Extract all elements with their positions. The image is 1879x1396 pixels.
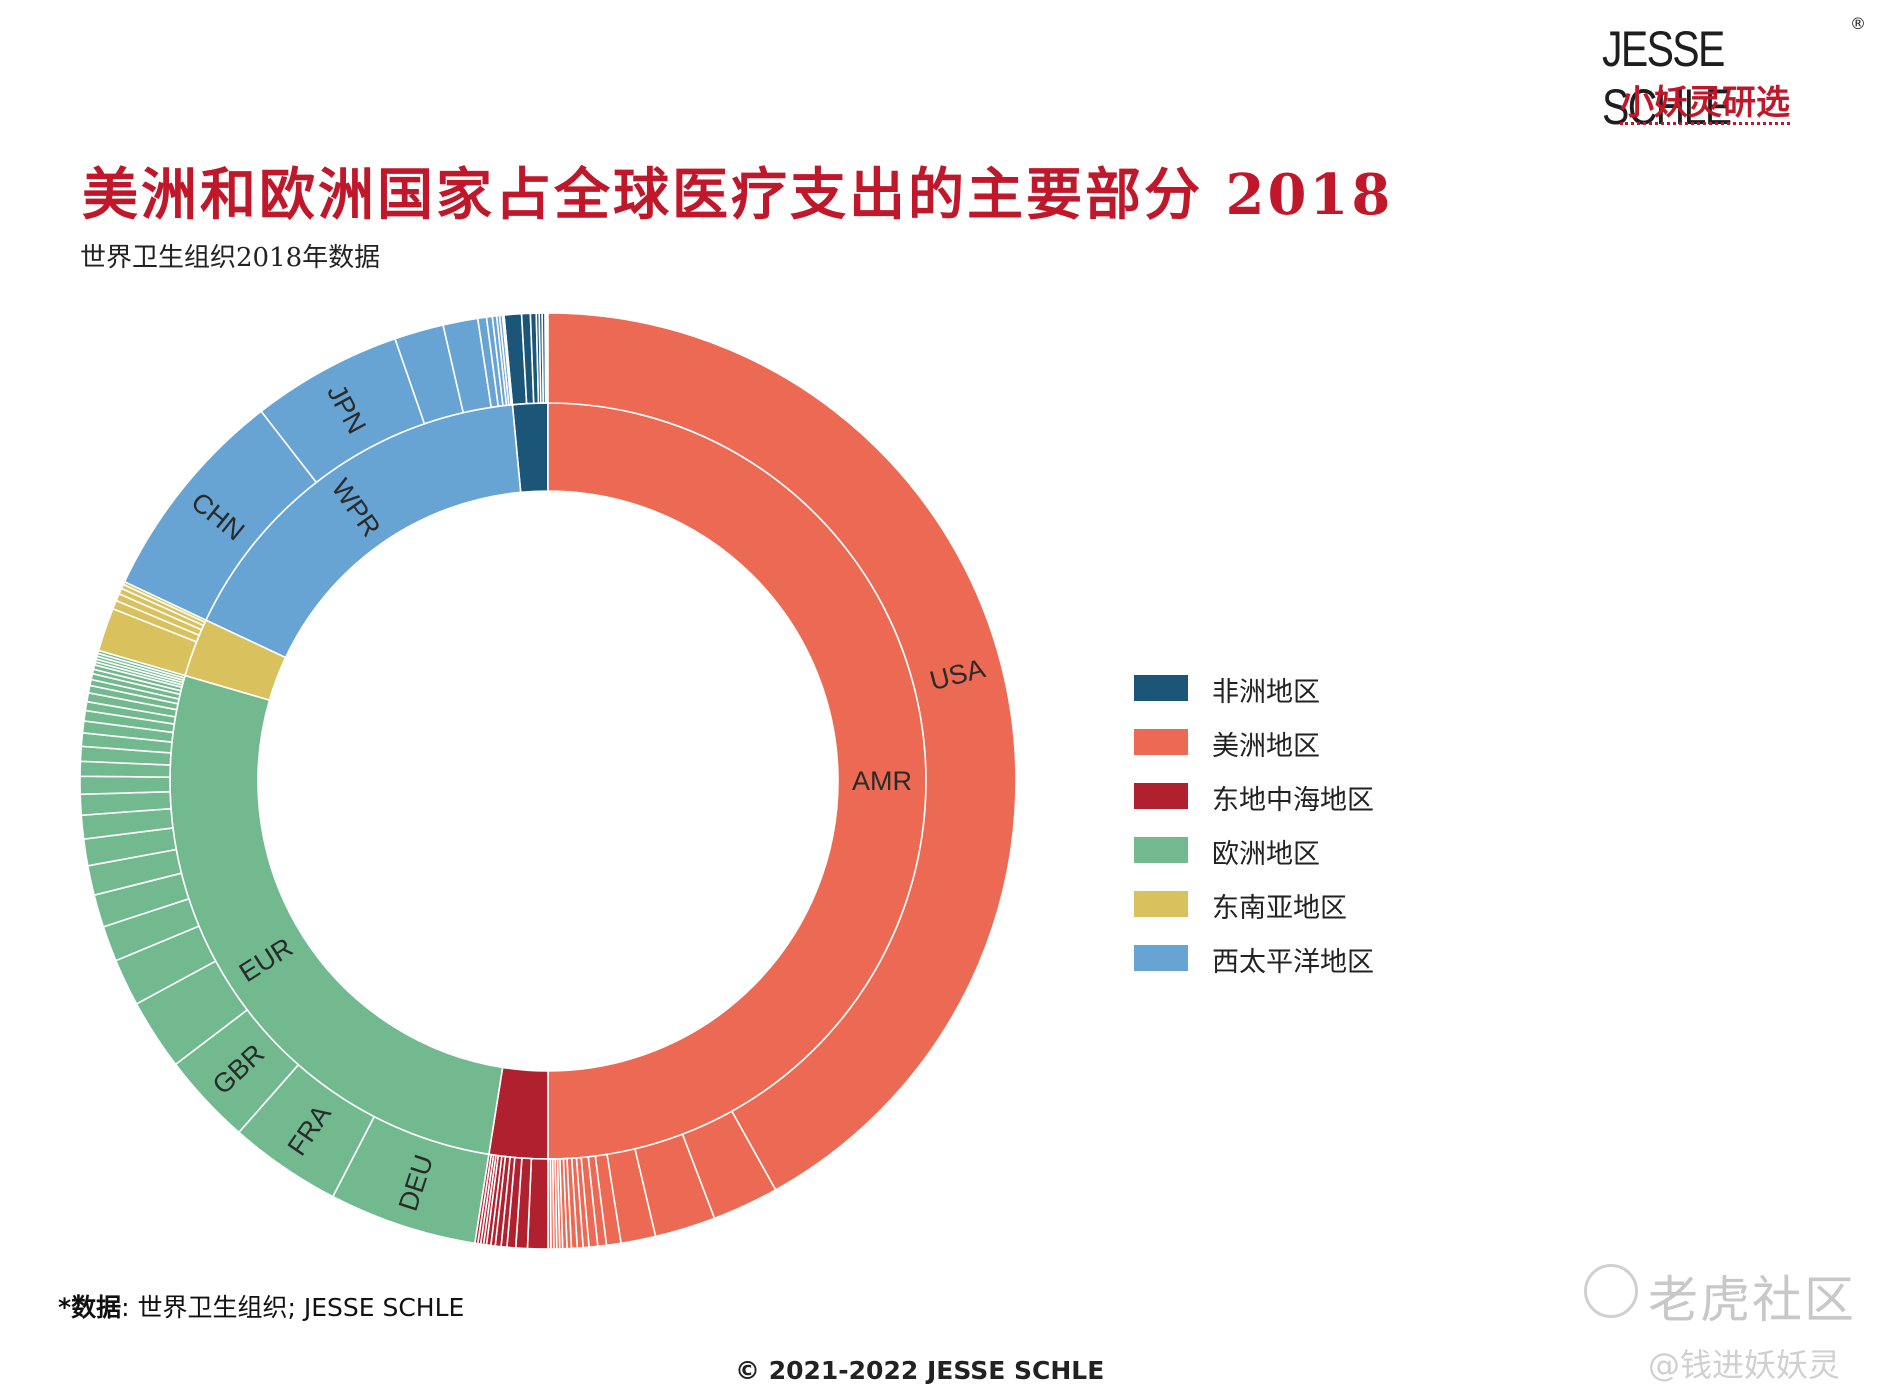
legend-swatch	[1134, 729, 1188, 755]
legend-label: 西太平洋地区	[1212, 947, 1374, 978]
source-text: : 世界卫生组织; JESSE SCHLE	[121, 1293, 465, 1322]
outer-segment	[547, 312, 1017, 1192]
registered-mark: ®	[1850, 14, 1866, 33]
data-source: *数据: 世界卫生组织; JESSE SCHLE	[58, 1288, 464, 1324]
legend-swatch	[1134, 891, 1188, 917]
brand-logo: JESSE SCHLE	[1602, 21, 1732, 135]
legend-swatch	[1134, 783, 1188, 809]
source-key: *数据	[58, 1293, 122, 1322]
legend-label: 东南亚地区	[1212, 893, 1347, 924]
outer-segment	[501, 314, 514, 406]
chart-title: 美洲和欧洲国家占全球医疗支出的主要部分 2018	[82, 162, 1394, 228]
inner-label-amr: AMR	[852, 766, 912, 796]
copyright: © 2021-2022 JESSE SCHLE	[735, 1356, 1105, 1385]
legend-swatch	[1134, 837, 1188, 863]
legend-swatch	[1134, 945, 1188, 971]
watermark-sub: @钱进妖妖灵	[1648, 1346, 1841, 1384]
legend-label: 欧洲地区	[1212, 839, 1320, 870]
watermark-icon	[1584, 1264, 1638, 1318]
legend-label: 非洲地区	[1212, 677, 1320, 708]
legend-label: 美洲地区	[1212, 731, 1320, 762]
watermark-main: 老虎社区	[1588, 1260, 1856, 1332]
watermark-main-text: 老虎社区	[1648, 1271, 1856, 1329]
chart-segments	[79, 312, 1017, 1250]
chart-subtitle: 世界卫生组织2018年数据	[80, 243, 381, 273]
brand-subtitle: 小妖灵研选	[1620, 83, 1790, 125]
outer-segment	[79, 775, 171, 796]
legend-label: 东地中海地区	[1212, 785, 1374, 816]
legend-swatch	[1134, 675, 1188, 701]
